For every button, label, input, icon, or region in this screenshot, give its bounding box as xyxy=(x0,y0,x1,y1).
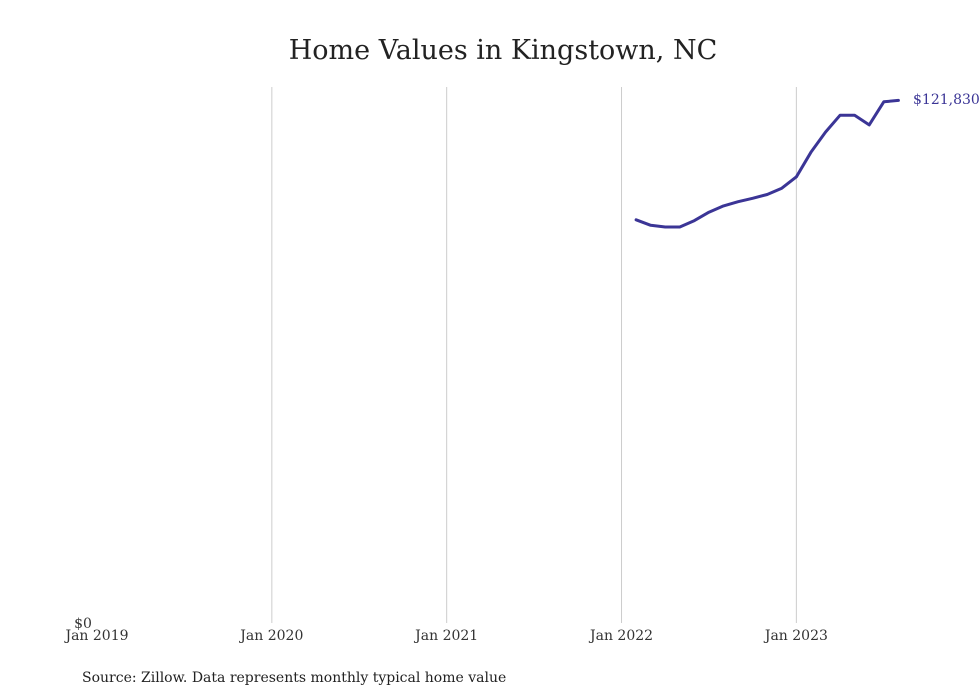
x-tick-label: Jan 2020 xyxy=(238,628,303,644)
chart-title: Home Values in Kingstown, NC xyxy=(289,35,718,66)
x-axis: Jan 2019 Jan 2020 Jan 2021 Jan 2022 Jan 2023 xyxy=(63,628,827,644)
x-tick-label: Jan 2023 xyxy=(763,628,828,644)
x-tick-label: Jan 2022 xyxy=(588,628,653,644)
series-line xyxy=(634,98,900,229)
source-note: Source: Zillow. Data represents monthly … xyxy=(82,670,506,686)
x-tick-label: Jan 2019 xyxy=(63,628,128,644)
y-tick-label: $0 xyxy=(74,616,92,632)
y-axis: $0 xyxy=(74,616,92,632)
series-line-group xyxy=(634,98,900,229)
end-value-label: $121,830 xyxy=(913,92,980,108)
grid xyxy=(271,87,797,623)
x-tick-label: Jan 2021 xyxy=(413,628,478,644)
